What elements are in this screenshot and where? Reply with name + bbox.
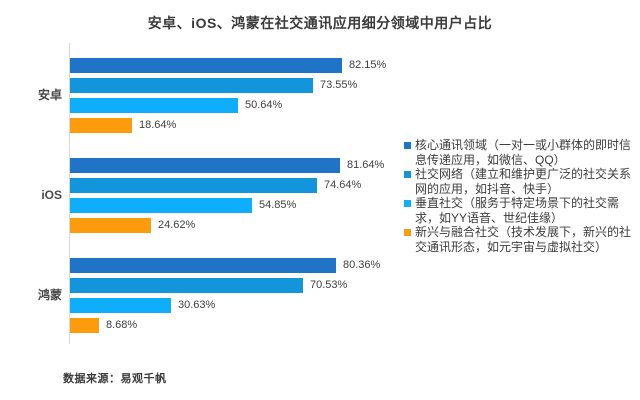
category-label-iOS: iOS [41,188,62,202]
legend-label: 新兴与融合社交（技术发展下，新兴的社交通讯形态，如元宇宙与虚拟社交） [415,225,632,254]
category-label-鸿蒙: 鸿蒙 [37,288,62,302]
category-label-安卓: 安卓 [37,88,62,102]
chart-title: 安卓、iOS、鸿蒙在社交通讯应用细分领域中用户占比 [147,15,493,31]
bar-安卓-series3 [70,98,238,113]
legend-label: 社交网络（建立和维护更广泛的社交关系网的应用，如抖音、快手） [415,167,632,196]
value-label-鸿蒙-series4: 8.68% [106,319,138,331]
legend-label: 核心通讯领域（一对一或小群体的即时信息传递应用，如微信、QQ） [415,138,632,167]
bar-iOS-series1 [70,158,340,173]
bar-鸿蒙-series3 [70,298,171,313]
value-label-安卓-series4: 18.64% [139,119,177,131]
value-label-iOS-series4: 24.62% [158,219,196,231]
bar-鸿蒙-series2 [70,278,303,293]
bar-安卓-series1 [70,58,342,73]
legend-swatch-icon [404,142,411,149]
value-label-iOS-series1: 81.64% [347,159,385,171]
value-label-安卓-series1: 82.15% [349,59,387,71]
legend-item-series2: 社交网络（建立和维护更广泛的社交关系网的应用，如抖音、快手） [404,167,640,196]
legend-swatch-icon [404,229,411,236]
bar-iOS-series2 [70,178,317,193]
bar-iOS-series3 [70,198,252,213]
legend-item-series3: 垂直社交（服务于特定场景下的社交需求，如YY语音、世纪佳缘） [404,196,640,225]
value-label-鸿蒙-series2: 70.53% [310,279,348,291]
legend-item-series1: 核心通讯领域（一对一或小群体的即时信息传递应用，如微信、QQ） [404,138,640,167]
bar-鸿蒙-series4 [70,318,99,333]
legend-swatch-icon [404,200,411,207]
bar-iOS-series4 [70,218,151,233]
value-label-鸿蒙-series3: 30.63% [178,299,216,311]
legend-swatch-icon [404,171,411,178]
value-label-iOS-series2: 74.64% [324,179,362,191]
legend-item-series4: 新兴与融合社交（技术发展下，新兴的社交通讯形态，如元宇宙与虚拟社交） [404,225,640,254]
legend-label: 垂直社交（服务于特定场景下的社交需求，如YY语音、世纪佳缘） [415,196,620,225]
bar-鸿蒙-series1 [70,258,336,273]
legend: 核心通讯领域（一对一或小群体的即时信息传递应用，如微信、QQ） 社交网络（建立和维… [404,138,640,254]
value-label-鸿蒙-series1: 80.36% [343,259,381,271]
bar-安卓-series2 [70,78,313,93]
bar-安卓-series4 [70,118,132,133]
value-label-安卓-series2: 73.55% [320,79,358,91]
y-axis-line [69,43,70,344]
value-label-iOS-series3: 54.85% [259,199,297,211]
value-label-安卓-series3: 50.64% [245,99,283,111]
data-source-note: 数据来源：易观千帆 [63,373,167,385]
